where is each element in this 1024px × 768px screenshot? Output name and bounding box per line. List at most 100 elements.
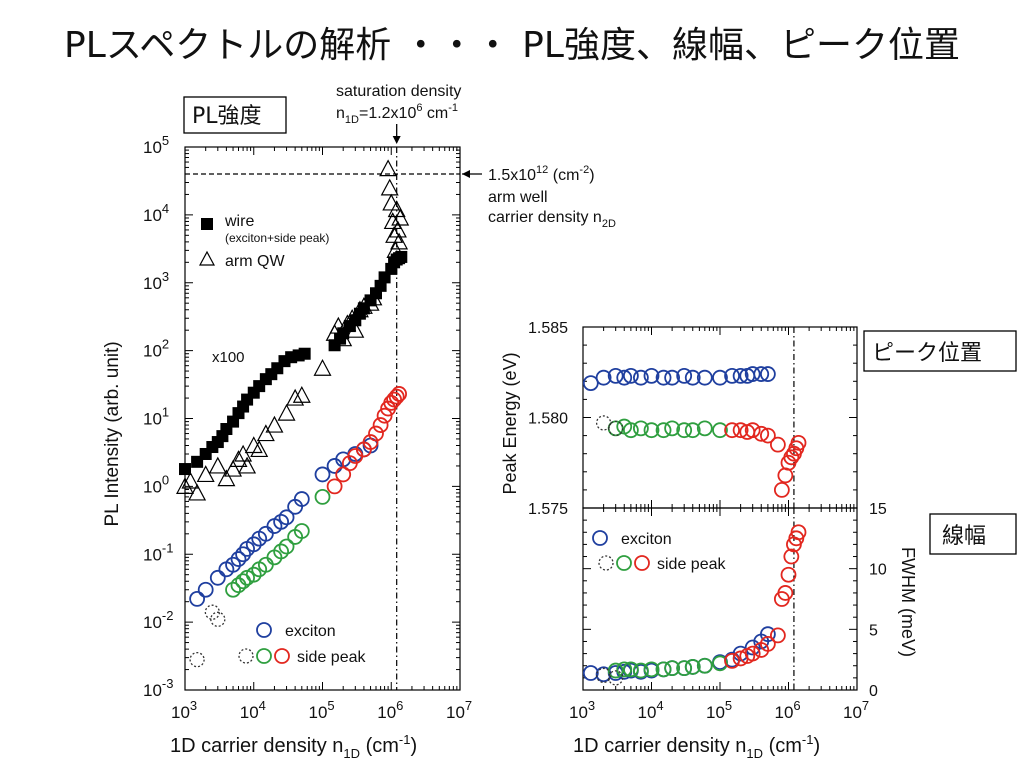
data-point	[712, 422, 728, 439]
data-point	[753, 366, 770, 382]
data-point	[769, 627, 786, 644]
data-point	[759, 635, 776, 652]
data-point	[684, 369, 701, 386]
data-point	[176, 477, 194, 494]
y-tick-label: 1.575	[528, 501, 568, 518]
data-point	[382, 193, 401, 211]
data-point	[759, 626, 776, 643]
data-point	[326, 478, 343, 495]
data-point	[354, 297, 373, 314]
y-tick-label: 100	[143, 472, 169, 496]
data-point	[335, 466, 352, 483]
data-point	[608, 420, 624, 437]
data-point	[273, 513, 290, 530]
data-point	[210, 611, 226, 627]
data-point	[712, 369, 728, 386]
data-point	[655, 661, 672, 678]
data-point	[278, 509, 295, 526]
data-point	[676, 367, 693, 384]
data-point	[744, 422, 761, 439]
data-point	[293, 523, 310, 539]
data-point	[780, 566, 797, 583]
data-point	[777, 585, 794, 601]
x-tick-label: 104	[638, 698, 664, 722]
data-point	[724, 367, 740, 384]
y-tick-label: 10-2	[143, 608, 173, 632]
data-point	[314, 488, 331, 505]
slide-title: PLスペクトルの解析 ・・・ PL強度、線幅、ピーク位置	[64, 25, 960, 66]
data-point	[189, 590, 206, 607]
data-point	[265, 415, 284, 433]
arm-density-arrowhead	[462, 170, 470, 179]
data-point	[201, 218, 213, 230]
data-point	[245, 536, 262, 553]
y-tick-label: 102	[143, 337, 169, 361]
data-point	[250, 440, 269, 458]
data-point	[634, 555, 650, 571]
data-point	[696, 420, 713, 437]
data-point	[209, 569, 226, 586]
y-tick-label: 1.580	[528, 411, 568, 428]
fwhm-legend-side-peak-label: side peak	[657, 556, 726, 573]
data-point	[346, 320, 365, 338]
fwhm-y-tick-label: 0	[869, 683, 878, 700]
data-point	[608, 670, 624, 686]
data-point	[744, 645, 761, 662]
data-point	[383, 212, 402, 230]
x-tick-label: 106	[775, 698, 801, 722]
data-point	[790, 434, 807, 451]
data-point	[225, 556, 241, 573]
data-point	[292, 385, 311, 403]
x-tick-label: 105	[309, 698, 335, 722]
peak-position-box-label: ピーク位置	[872, 341, 982, 366]
data-point	[595, 369, 612, 386]
saturation-arrowhead	[392, 136, 401, 144]
data-point	[643, 661, 660, 678]
data-point	[616, 661, 633, 678]
fwhm-y-tick-label: 10	[869, 562, 887, 579]
data-point	[607, 367, 624, 384]
x-axis-label: 1D carrier density n1D (cm-1)	[170, 732, 417, 761]
y-tick-label: 103	[143, 269, 169, 293]
data-point	[684, 422, 701, 439]
legend-exciton-label: exciton	[285, 623, 336, 640]
data-point	[391, 386, 407, 402]
data-point	[197, 581, 214, 598]
data-point	[664, 369, 681, 386]
legend-wire-note: (exciton+side peak)	[225, 231, 329, 245]
data-point	[391, 208, 410, 226]
data-point	[724, 422, 740, 439]
data-point	[622, 367, 639, 384]
x-axis-label: 1D carrier density n1D (cm-1)	[573, 732, 820, 761]
peak-position-box	[863, 330, 1017, 372]
data-point	[273, 543, 290, 560]
data-point	[224, 459, 243, 477]
data-point	[256, 648, 272, 664]
data-point	[696, 657, 713, 674]
data-point	[368, 425, 384, 442]
data-point	[582, 665, 599, 681]
data-point	[293, 491, 310, 507]
y-tick-label: 10-3	[143, 676, 173, 700]
data-point	[204, 604, 221, 620]
data-point	[595, 415, 612, 431]
data-point	[598, 555, 614, 571]
data-point	[256, 622, 272, 638]
fwhm-y-axis-label: FWHM (meV)	[898, 547, 918, 657]
data-point	[245, 566, 262, 583]
fwhm-y-tick-label: 15	[869, 501, 887, 518]
data-point	[234, 444, 253, 462]
data-point	[777, 467, 794, 484]
x-tick-label: 105	[706, 698, 732, 722]
saturation-label: saturation density	[336, 83, 461, 100]
x-tick-label: 103	[171, 698, 197, 722]
data-point	[632, 662, 649, 679]
saturation-value: n1D=1.2x106 cm-1	[336, 102, 458, 126]
y-tick-label: 1.585	[528, 320, 568, 337]
data-point	[274, 648, 290, 664]
data-point	[256, 424, 275, 442]
linewidth-box	[929, 513, 1017, 555]
pl-intensity-box	[183, 96, 287, 134]
data-point	[188, 483, 207, 501]
